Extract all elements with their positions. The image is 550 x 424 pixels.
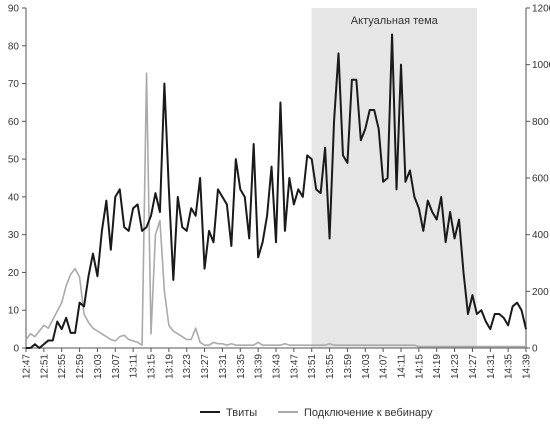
highlight-band: Актуальная тема [311, 8, 477, 348]
right-axis-tick-label: 600 [532, 174, 549, 185]
x-axis-tick-label: 14:07 [379, 354, 390, 379]
x-axis-tick-label: 13:07 [111, 354, 122, 379]
x-axis-tick-label: 14:27 [468, 354, 479, 379]
right-axis-tick-label: 200 [532, 287, 549, 298]
x-axis-tick-label: 14:35 [504, 354, 515, 379]
left-axis-tick-label: 40 [8, 192, 20, 203]
series-line-tweets [26, 33, 527, 349]
axes: 0 10 20 30 40 50 60 70 80 90 0 200 400 600 800 1000 1200… [8, 4, 550, 380]
x-axis-tick-label: 14:19 [432, 354, 443, 379]
right-axis-tick-label: 800 [532, 117, 549, 128]
x-axis-tick-label: 13:55 [325, 354, 336, 379]
x-axis-tick-label: 13:31 [218, 354, 229, 379]
left-axis-tick-label: 0 [13, 344, 19, 355]
right-axis-tick-label: 1200 [532, 4, 550, 15]
x-axis-tick-label: 13:35 [236, 354, 247, 379]
x-axis-tick-label: 12:59 [75, 354, 86, 379]
x-axis-tick-label: 13:47 [289, 354, 300, 379]
x-axis-tick-label: 14:23 [450, 354, 461, 379]
left-axis-tick-label: 80 [8, 41, 20, 52]
series-line-webinar [25, 72, 526, 348]
left-axis-tick-label: 50 [8, 155, 20, 166]
x-axis-tick-label: 13:19 [164, 354, 175, 379]
x-axis-tick-label: 13:11 [129, 354, 140, 379]
x-axis-tick-label: 14:03 [361, 354, 372, 379]
legend-label-webinar: Подключение к вебинару [304, 407, 433, 419]
left-axis-tick-label: 70 [8, 79, 20, 90]
left-axis-tick-label: 90 [8, 4, 20, 15]
x-axis-tick-label: 13:23 [182, 354, 193, 379]
x-axis-tick-label: 12:47 [22, 354, 33, 379]
highlight-band-rect [311, 8, 477, 348]
left-axis-tick-label: 10 [8, 306, 20, 317]
right-axis-tick-label: 0 [532, 344, 538, 355]
left-axis-tick-label: 60 [8, 117, 20, 128]
legend-label-tweets: Твиты [226, 407, 257, 419]
x-axis-tick-label: 13:27 [200, 354, 211, 379]
highlight-band-label: Актуальная тема [351, 15, 439, 27]
right-axis-tick-label: 400 [532, 230, 549, 241]
left-axis-tick-label: 20 [8, 268, 20, 279]
legend: Твиты Подключение к вебинару [200, 407, 433, 419]
x-axis-tick-label: 13:43 [272, 354, 283, 379]
x-axis-tick-label: 14:11 [397, 354, 408, 379]
x-axis-tick-label: 14:31 [486, 354, 497, 379]
x-axis-tick-label: 13:51 [307, 354, 318, 379]
x-axis-tick-label: 13:03 [93, 354, 104, 379]
x-axis-tick-label: 13:59 [343, 354, 354, 379]
series-lines [25, 33, 527, 349]
x-axis-tick-label: 14:39 [522, 354, 533, 379]
x-axis-tick-label: 13:15 [147, 354, 158, 379]
x-axis-tick-label: 12:51 [39, 354, 50, 379]
x-axis-tick-label: 14:15 [414, 354, 425, 379]
left-axis-tick-label: 30 [8, 230, 20, 241]
right-axis-tick-label: 1000 [532, 60, 550, 71]
x-axis-tick-label: 12:55 [57, 354, 68, 379]
x-axis-tick-label: 13:39 [254, 354, 265, 379]
